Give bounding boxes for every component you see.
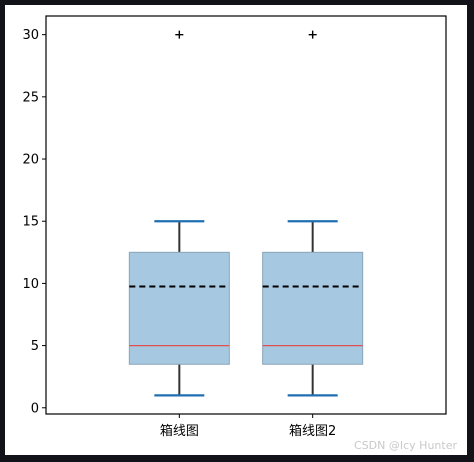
y-tick-label: 5 — [31, 339, 39, 354]
box-body — [262, 251, 364, 365]
y-tick-label: 30 — [22, 28, 39, 43]
outlier-marker — [175, 30, 184, 39]
x-tick-label: 箱线图2 — [289, 423, 336, 439]
y-tick-label: 20 — [22, 153, 39, 168]
outlier-marker — [308, 30, 317, 39]
y-tick-label: 10 — [22, 277, 39, 292]
box-plot-chart: 0 5 10 15 20 25 30 箱线图 箱线图2 — [22, 15, 447, 439]
y-tick-label: 0 — [31, 401, 39, 416]
y-tick-label: 25 — [22, 90, 39, 105]
y-tick-label: 15 — [22, 215, 39, 230]
plot-area-frame — [45, 15, 447, 415]
x-tick-label: 箱线图 — [160, 423, 199, 439]
watermark: CSDN @Icy Hunter — [354, 439, 457, 452]
box-body — [128, 251, 230, 365]
chart-frame: 0 5 10 15 20 25 30 箱线图 箱线图2 CSDN @Icy Hunter — [5, 5, 467, 455]
